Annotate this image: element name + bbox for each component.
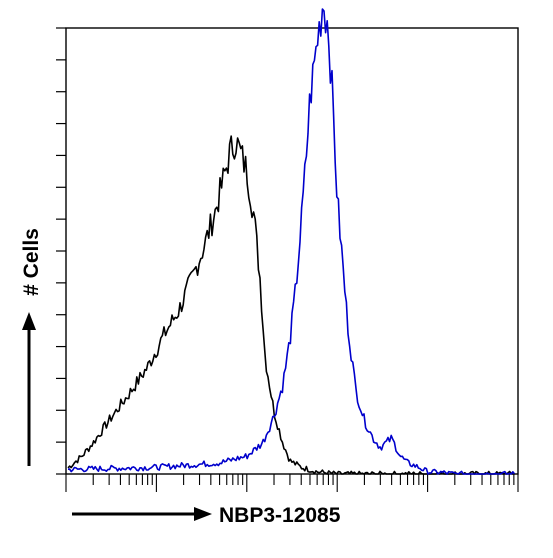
x-axis-ticks	[65, 474, 519, 492]
y-axis-ticks	[56, 27, 66, 475]
y-axis-arrow-head	[22, 312, 36, 330]
series-line-1	[67, 8, 516, 475]
y-axis-label: # Cells	[20, 228, 43, 296]
plot-frame	[65, 27, 519, 475]
series-line-0	[67, 135, 515, 475]
x-axis-arrow-head	[194, 507, 212, 521]
series-layer	[67, 8, 516, 475]
x-axis-label: NBP3-12085	[219, 504, 341, 527]
